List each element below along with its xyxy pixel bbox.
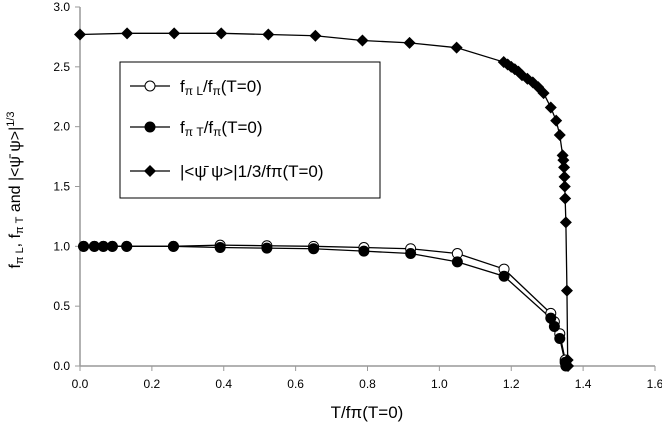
data-point-diamond — [562, 360, 575, 372]
data-point-diamond — [557, 154, 570, 167]
y-tick-label: 2.5 — [53, 60, 70, 74]
data-point-diamond — [560, 284, 573, 297]
data-point-filled-circle — [498, 270, 510, 282]
y-tick-label: 0.5 — [53, 299, 70, 313]
legend-label-2: |<ψ̄ ψ>|1/3/fπ(T=0) — [180, 162, 324, 181]
data-point-filled-circle — [78, 240, 90, 252]
data-point-diamond — [356, 34, 369, 47]
data-point-diamond — [537, 87, 550, 100]
legend: fπ L/fπ(T=0) fπ T/fπ(T=0) |<ψ̄ ψ>|1/3/fπ… — [119, 61, 381, 199]
x-tick-label: 1.0 — [431, 377, 448, 391]
data-point-filled-circle — [405, 248, 417, 260]
series-line-1 — [83, 245, 567, 367]
data-point-diamond — [558, 170, 571, 183]
x-tick-label: 1.4 — [575, 377, 592, 391]
data-point-diamond — [121, 27, 134, 40]
data-point-filled-circle — [121, 240, 133, 252]
data-point-diamond — [497, 56, 510, 69]
y-tick-label: 0.0 — [53, 359, 70, 373]
data-point-filled-circle — [261, 242, 273, 254]
data-point-diamond — [168, 27, 181, 40]
y-axis-label: fπ L, fπ T and |<ψ̄ ψ>|1/3 — [5, 111, 26, 268]
data-point-diamond — [553, 129, 566, 142]
data-point-diamond — [544, 101, 557, 114]
series-layer — [74, 27, 575, 372]
y-tick-label: 1.5 — [53, 180, 70, 194]
data-point-diamond — [215, 27, 228, 40]
data-point-diamond — [262, 28, 275, 41]
x-axis-label: T/fπ(T=0) — [331, 403, 404, 422]
data-point-filled-circle — [358, 245, 370, 257]
x-tick-label: 1.6 — [647, 377, 662, 391]
data-point-diamond — [403, 36, 416, 49]
x-tick-label: 0.8 — [359, 377, 376, 391]
series-line-0 — [83, 244, 567, 364]
axes: 0.0 0.2 0.4 0.6 0.8 1.0 1.2 1.4 1.6 0.0 0.5 1.0 1.5 2… — [53, 0, 662, 391]
data-point-filled-circle — [106, 240, 118, 252]
data-point-filled-circle — [554, 332, 566, 344]
data-point-filled-circle — [308, 243, 320, 255]
data-point-filled-circle — [167, 240, 179, 252]
y-tick-label: 3.0 — [53, 0, 70, 14]
x-tick-label: 0.6 — [287, 377, 304, 391]
data-point-filled-circle — [144, 121, 156, 133]
data-point-filled-circle — [548, 321, 560, 333]
x-tick-label: 0.0 — [72, 377, 89, 391]
x-tick-label: 0.2 — [144, 377, 161, 391]
data-point-filled-circle — [214, 242, 226, 254]
data-point-diamond — [558, 161, 571, 174]
data-point-diamond — [558, 180, 571, 193]
data-point-diamond — [450, 41, 463, 54]
x-tick-label: 0.4 — [215, 377, 232, 391]
data-point-filled-circle — [451, 256, 463, 268]
data-point-diamond — [309, 29, 322, 42]
data-point-diamond — [559, 216, 572, 229]
data-point-diamond — [144, 165, 156, 177]
data-point-diamond — [550, 114, 563, 127]
x-tick-label: 1.2 — [503, 377, 520, 391]
y-tick-label: 2.0 — [53, 120, 70, 134]
y-tick-label: 1.0 — [53, 239, 70, 253]
data-point-diamond — [74, 28, 86, 41]
data-point-diamond — [559, 192, 572, 205]
data-point-open-circle — [144, 80, 156, 92]
